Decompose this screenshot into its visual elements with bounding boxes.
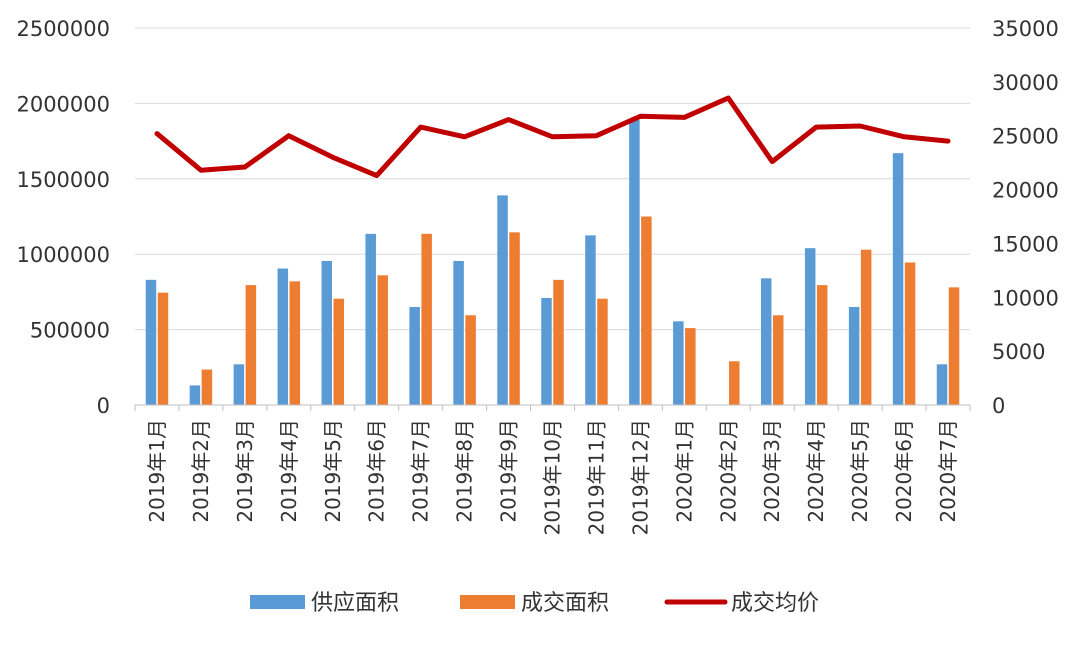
bar-deal <box>290 281 301 405</box>
right-tick-label: 15000 <box>992 232 1059 256</box>
bar-deal <box>509 232 519 405</box>
bar-supply <box>278 269 289 405</box>
bar-deal <box>685 328 696 405</box>
bar-supply <box>849 307 860 405</box>
bar-supply <box>409 307 420 405</box>
x-axis-categories: 2019年1月 2019年2月 2019年3月 2019年4月 2019年5月 2019年… <box>145 419 960 535</box>
left-tick-label: 2500000 <box>16 17 110 41</box>
right-tick-label: 0 <box>992 394 1005 418</box>
bar-supply <box>322 261 333 405</box>
bar-deal <box>421 234 432 405</box>
x-category-label: 2019年4月 <box>277 419 301 523</box>
bar-supply <box>146 280 157 405</box>
x-category-label: 2019年10月 <box>541 419 565 535</box>
bar-deal <box>949 287 960 405</box>
x-category-label: 2020年2月 <box>716 419 740 523</box>
bar-supply <box>190 385 201 405</box>
bar-deal <box>377 275 388 405</box>
bar-deal <box>334 299 345 405</box>
x-category-label: 2019年3月 <box>233 419 257 523</box>
bar-supply <box>805 248 816 405</box>
x-category-label: 2019年8月 <box>453 419 477 523</box>
x-category-label: 2019年5月 <box>321 419 345 523</box>
bar-deal <box>641 217 652 406</box>
right-tick-label: 10000 <box>992 286 1059 310</box>
bar-supply <box>541 298 552 405</box>
bar-supply <box>453 261 464 405</box>
left-tick-label: 1500000 <box>16 168 110 192</box>
bar-supply <box>497 195 508 405</box>
left-axis-ticks: 0 500000 1000000 1500000 2000000 2500000 <box>16 17 110 418</box>
x-category-label: 2019年7月 <box>409 419 433 523</box>
bar-supply <box>937 364 948 405</box>
bar-deal <box>465 315 476 405</box>
bar-supply <box>893 153 904 405</box>
bar-deal <box>817 285 828 405</box>
bar-deal <box>158 293 169 405</box>
right-tick-label: 20000 <box>992 179 1059 203</box>
x-category-label: 2019年9月 <box>497 419 521 523</box>
gridlines <box>135 28 970 330</box>
legend-swatch <box>250 595 305 609</box>
legend-label: 供应面积 <box>311 591 399 616</box>
left-tick-label: 1000000 <box>16 243 110 267</box>
bar-deal <box>773 315 784 405</box>
line-series <box>157 98 948 176</box>
bar-supply <box>629 120 640 405</box>
legend-label: 成交均价 <box>731 591 819 616</box>
legend-label: 成交面积 <box>521 591 609 616</box>
axes <box>135 405 970 411</box>
x-category-label: 2020年3月 <box>760 419 784 523</box>
bar-supply <box>365 234 376 405</box>
x-category-label: 2019年2月 <box>189 419 213 523</box>
right-tick-label: 35000 <box>992 17 1059 41</box>
bar-deal <box>905 262 916 405</box>
legend: 供应面积 成交面积 成交均价 <box>250 591 819 616</box>
right-tick-label: 30000 <box>992 71 1059 95</box>
bar-deal <box>202 370 213 405</box>
x-category-label: 2019年12月 <box>628 419 652 535</box>
bar-supply <box>585 235 596 405</box>
bar-series <box>146 120 960 405</box>
right-tick-label: 5000 <box>992 340 1045 364</box>
x-category-label: 2020年5月 <box>848 419 872 523</box>
bar-deal <box>729 361 740 405</box>
legend-swatch <box>460 595 515 609</box>
x-category-label: 2020年4月 <box>804 419 828 523</box>
bar-deal <box>246 285 256 405</box>
x-category-label: 2019年6月 <box>365 419 389 523</box>
x-category-label: 2020年7月 <box>936 419 960 523</box>
bar-deal <box>597 299 608 405</box>
right-tick-label: 25000 <box>992 125 1059 149</box>
bar-deal <box>553 280 564 405</box>
left-tick-label: 500000 <box>30 319 110 343</box>
bar-supply <box>234 364 245 405</box>
x-category-label: 2019年11月 <box>584 419 608 535</box>
x-category-label: 2019年1月 <box>145 419 169 523</box>
bar-supply <box>673 321 684 405</box>
left-tick-label: 2000000 <box>16 92 110 116</box>
left-tick-label: 0 <box>97 394 110 418</box>
right-axis-ticks: 0 5000 10000 15000 20000 25000 30000 35000 <box>992 17 1059 418</box>
bar-supply <box>761 278 772 405</box>
bar-deal <box>861 250 872 405</box>
x-category-label: 2020年6月 <box>892 419 916 523</box>
x-category-label: 2020年1月 <box>672 419 696 523</box>
